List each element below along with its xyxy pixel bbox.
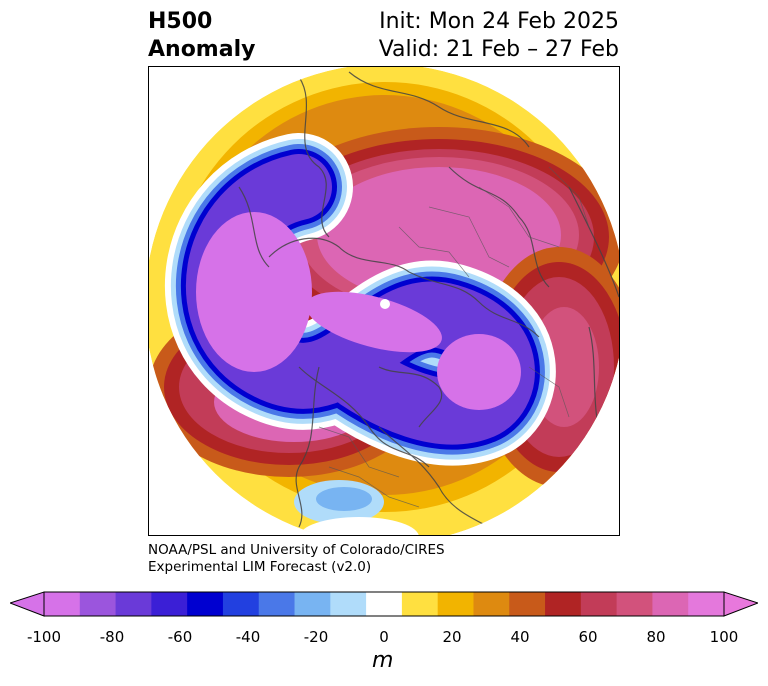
colorbar-extend-high	[723, 591, 758, 617]
colorbar-tick-label: -80	[99, 628, 125, 646]
colorbar-tick-label: 60	[578, 628, 598, 646]
colorbar-segment	[473, 592, 510, 616]
colorbar-tick-label: 0	[379, 628, 389, 646]
title-left: H500 Anomaly	[148, 8, 255, 64]
colorbar-segment	[437, 592, 474, 616]
colorbar-tick-label: 80	[646, 628, 666, 646]
colorbar-segment	[545, 592, 582, 616]
pole-hole	[380, 299, 390, 309]
colorbar-segment	[151, 592, 188, 616]
colorbar-tick-label: 40	[510, 628, 530, 646]
colorbar-segment	[580, 592, 618, 616]
variable-name: H500	[148, 9, 213, 34]
title-right: Init: Mon 24 Feb 2025 Valid: 21 Feb – 27…	[379, 8, 619, 64]
variable-type: Anomaly	[148, 37, 256, 62]
colorbar-segment	[79, 592, 117, 616]
country-borders	[318, 166, 590, 508]
anomaly-map	[149, 67, 619, 535]
colorbar-ticks: -100 -80 -60 -40 -20 0 20 40 60 80 100	[0, 628, 768, 648]
map-panel	[148, 66, 620, 536]
colorbar-segment	[616, 592, 653, 616]
init-date: Init: Mon 24 Feb 2025	[379, 9, 619, 34]
colorbar-segment	[366, 592, 403, 616]
units-label: m	[372, 648, 394, 673]
colorbar-tick-label: 100	[709, 628, 739, 646]
credit-line-1: NOAA/PSL and University of Colorado/CIRE…	[148, 542, 445, 558]
colorbar-tick-label: -20	[303, 628, 329, 646]
colorbar-segment	[294, 592, 331, 616]
colorbar-segment	[115, 592, 152, 616]
credit: NOAA/PSL and University of Colorado/CIRE…	[148, 542, 445, 576]
colorbar-segment	[652, 592, 689, 616]
colorbar-segment	[222, 592, 260, 616]
colorbar-segment	[688, 592, 725, 616]
colorbar-extend-low	[10, 591, 45, 617]
colorbar-segment	[330, 592, 367, 616]
colorbar-segment	[509, 592, 546, 616]
colorbar-segment	[187, 592, 224, 616]
colorbar-outline	[43, 591, 725, 617]
colorbar-tick-label: -100	[26, 628, 62, 646]
colorbar-tick-label: -40	[235, 628, 261, 646]
colorbar-tick-label: 20	[442, 628, 462, 646]
colorbar	[10, 591, 758, 617]
valid-range: Valid: 21 Feb – 27 Feb	[378, 37, 619, 62]
colorbar-segment	[401, 592, 439, 616]
neg-core-east	[437, 334, 521, 410]
colorbar-tick-label: -60	[167, 628, 193, 646]
neg-core-west	[196, 212, 312, 372]
colorbar-segment	[44, 592, 81, 616]
colorbar-segment	[258, 592, 296, 616]
credit-line-2: Experimental LIM Forecast (v2.0)	[148, 559, 372, 575]
